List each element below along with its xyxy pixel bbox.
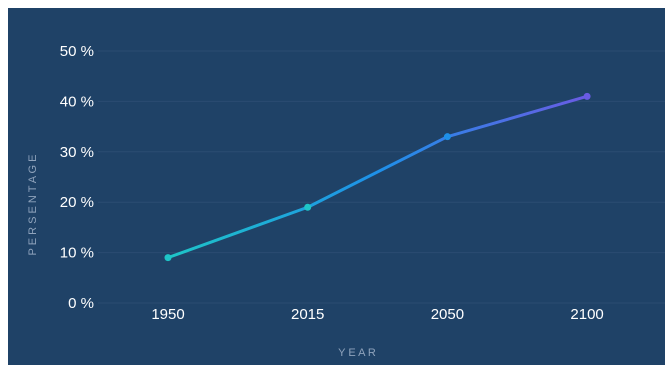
x-tick-label: 2050 [431,306,464,323]
chart-panel: 0 % 10 % 20 % 30 % 40 % 50 % 1950 2015 2050 2100… [8,8,665,365]
x-tick-label: 2100 [570,306,603,323]
data-point [164,254,172,262]
y-tick-label: 0 % [68,295,94,312]
series-polyline [166,94,589,260]
data-point [443,133,451,141]
y-tick-label: 20 % [60,194,94,211]
y-tick-label: 50 % [60,43,94,60]
grid-lines [98,50,665,304]
x-axis-title: Y E A R [338,347,376,359]
y-tick-label: 30 % [60,144,94,161]
x-axis-ticks: 1950 2015 2050 2100 [151,306,603,323]
y-axis-title: P E R S E N T A G E [27,155,39,256]
y-axis-ticks: 0 % 10 % 20 % 30 % 40 % 50 % [60,43,94,312]
y-tick-label: 40 % [60,93,94,110]
y-tick-label: 10 % [60,245,94,262]
line-chart: 0 % 10 % 20 % 30 % 40 % 50 % 1950 2015 2050 2100… [27,43,665,359]
x-tick-label: 1950 [151,306,184,323]
series-line [166,94,589,260]
x-tick-label: 2015 [291,306,324,323]
data-point [304,203,312,211]
data-point [583,92,591,100]
data-points [164,92,591,262]
